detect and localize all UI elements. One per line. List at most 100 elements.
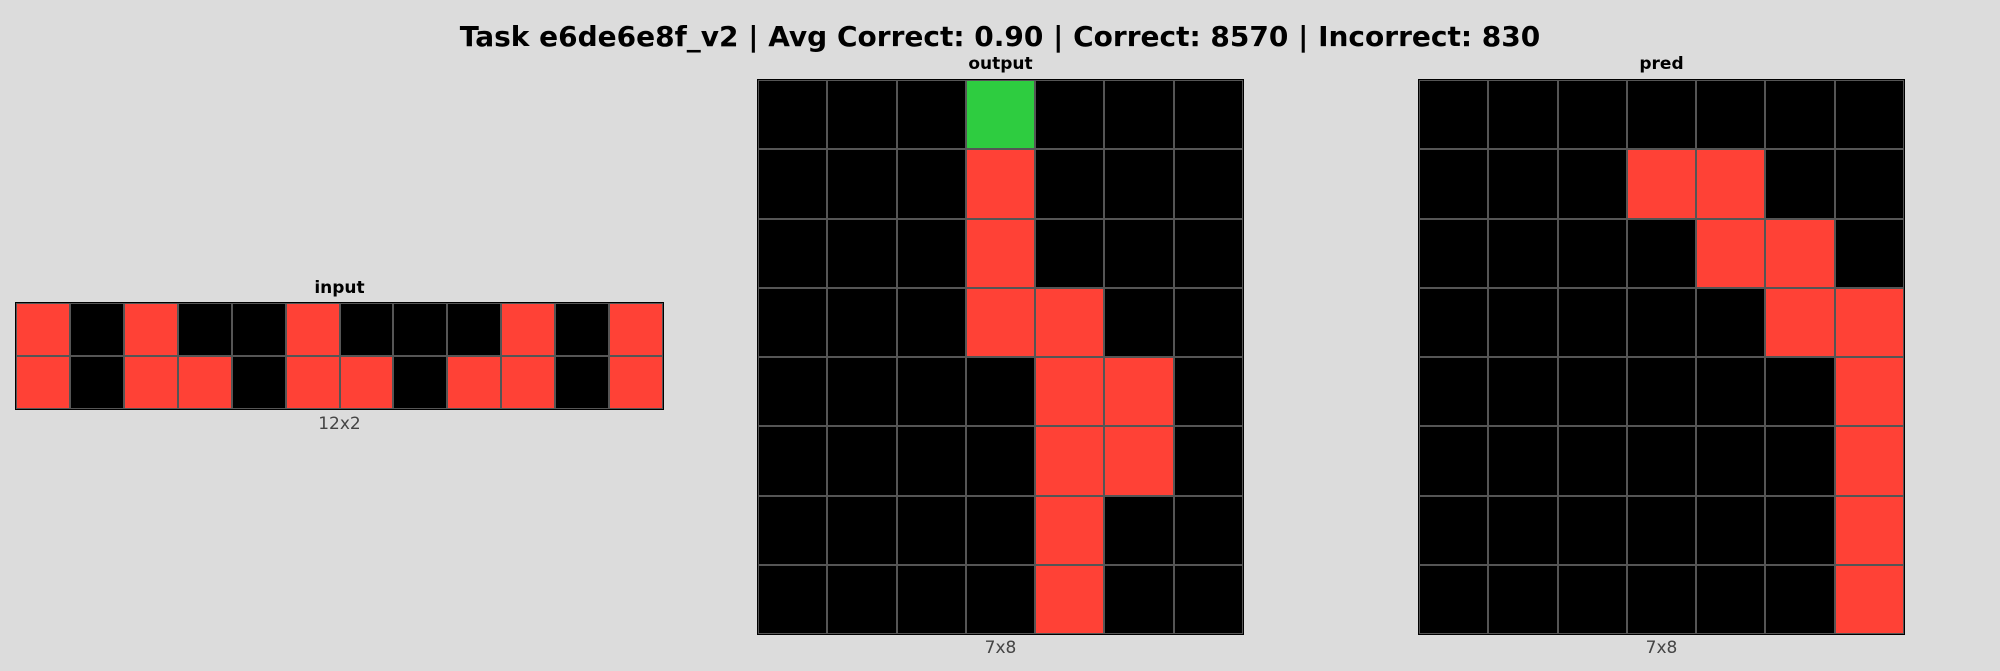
output-grid-cell xyxy=(896,149,966,219)
input-grid-cell xyxy=(16,356,70,409)
input-grid-cell xyxy=(393,303,448,356)
pred-grid-cell xyxy=(1696,218,1766,288)
pred-grid-cell xyxy=(1696,287,1766,357)
pred-grid-cell xyxy=(1419,357,1489,427)
output-grid-cell xyxy=(1104,495,1174,565)
pred-grid-cell xyxy=(1626,149,1697,219)
output-grid-cell xyxy=(1173,80,1243,150)
input-grid-cell xyxy=(501,356,556,409)
output-grid-cell xyxy=(896,287,966,357)
output-grid-cell xyxy=(965,218,1036,288)
pred-grid-cell xyxy=(1488,426,1558,496)
output-grid-cell xyxy=(1035,218,1105,288)
output-grid-cell xyxy=(896,426,966,496)
output-grid-cell xyxy=(827,426,897,496)
pred-grid-cell xyxy=(1834,149,1904,219)
output-grid-cell xyxy=(896,218,966,288)
output-grid-cell xyxy=(827,287,897,357)
output-grid-cell xyxy=(896,495,966,565)
pred-grid-cell xyxy=(1557,426,1627,496)
pred-grid-cell xyxy=(1765,495,1835,565)
pred-grid-cell xyxy=(1488,564,1558,634)
pred-grid-cell xyxy=(1834,287,1904,357)
output-grid-cell xyxy=(965,426,1036,496)
output-grid-cell xyxy=(1104,564,1174,634)
pred-grid-cell xyxy=(1834,426,1904,496)
pred-grid-cell xyxy=(1765,287,1835,357)
output-grid-cell xyxy=(1104,80,1174,150)
pred-grid-size: 7x8 xyxy=(1645,638,1678,658)
pred-grid-cell xyxy=(1765,80,1835,150)
pred-grid-cell xyxy=(1696,357,1766,427)
pred-grid-cell xyxy=(1557,495,1627,565)
output-grid-cell xyxy=(1104,149,1174,219)
output-grid-cell xyxy=(758,287,828,357)
pred-grid-cell xyxy=(1765,149,1835,219)
input-grid-cell xyxy=(16,303,70,356)
pred-grid xyxy=(1418,79,1905,635)
pred-grid-cell xyxy=(1419,80,1489,150)
output-grid-cell xyxy=(1173,564,1243,634)
input-grid-cell xyxy=(555,303,610,356)
pred-grid-cell xyxy=(1834,564,1904,634)
input-grid-cell xyxy=(555,356,610,409)
output-grid-cell xyxy=(896,80,966,150)
pred-grid-cell xyxy=(1557,287,1627,357)
pred-grid-cell xyxy=(1765,426,1835,496)
output-grid-cell xyxy=(896,564,966,634)
input-grid-cell xyxy=(447,356,502,409)
pred-grid-cell xyxy=(1488,218,1558,288)
output-grid-cell xyxy=(1104,218,1174,288)
output-grid-cell xyxy=(758,218,828,288)
pred-grid-cell xyxy=(1626,564,1697,634)
output-grid-cell xyxy=(1035,357,1105,427)
pred-grid-cell xyxy=(1419,495,1489,565)
input-grid xyxy=(15,302,664,410)
pred-grid-cell xyxy=(1626,495,1697,565)
output-grid-cell xyxy=(827,495,897,565)
output-grid-cell xyxy=(1173,149,1243,219)
output-grid-cell xyxy=(758,495,828,565)
output-grid-cell xyxy=(827,149,897,219)
output-grid-cell xyxy=(965,80,1036,150)
pred-grid-cell xyxy=(1419,218,1489,288)
input-grid-cell xyxy=(447,303,502,356)
pred-grid-cell xyxy=(1419,564,1489,634)
input-panel-title: input xyxy=(314,278,365,298)
pred-grid-cell xyxy=(1834,357,1904,427)
input-grid-cell xyxy=(231,303,286,356)
input-grid-cell xyxy=(609,303,663,356)
pred-grid-cell xyxy=(1834,80,1904,150)
pred-grid-cell xyxy=(1626,426,1697,496)
output-grid-cell xyxy=(965,564,1036,634)
pred-panel: pred 7x8 xyxy=(1418,52,1905,662)
pred-grid-cell xyxy=(1488,495,1558,565)
input-grid-cell xyxy=(69,303,124,356)
output-grid-cell xyxy=(965,149,1036,219)
input-grid-cell xyxy=(177,356,232,409)
output-grid-cell xyxy=(758,80,828,150)
output-grid-cell xyxy=(965,495,1036,565)
pred-grid-cell xyxy=(1488,80,1558,150)
pred-grid-cell xyxy=(1419,287,1489,357)
output-grid-cell xyxy=(1035,80,1105,150)
output-grid-cell xyxy=(896,357,966,427)
pred-grid-cell xyxy=(1488,357,1558,427)
pred-grid-cell xyxy=(1834,218,1904,288)
output-grid-cell xyxy=(1035,495,1105,565)
output-grid-cell xyxy=(1173,495,1243,565)
output-grid-cell xyxy=(1173,287,1243,357)
input-panel: input 12x2 xyxy=(15,276,664,436)
pred-grid-cell xyxy=(1557,80,1627,150)
input-grid-size: 12x2 xyxy=(318,414,361,434)
input-grid-cell xyxy=(501,303,556,356)
pred-grid-cell xyxy=(1696,80,1766,150)
output-grid-cell xyxy=(827,218,897,288)
input-grid-cell xyxy=(231,356,286,409)
pred-grid-cell xyxy=(1626,80,1697,150)
output-grid xyxy=(757,79,1244,635)
input-grid-cell xyxy=(177,303,232,356)
output-grid-cell xyxy=(965,287,1036,357)
output-grid-cell xyxy=(1104,287,1174,357)
pred-grid-cell xyxy=(1488,149,1558,219)
